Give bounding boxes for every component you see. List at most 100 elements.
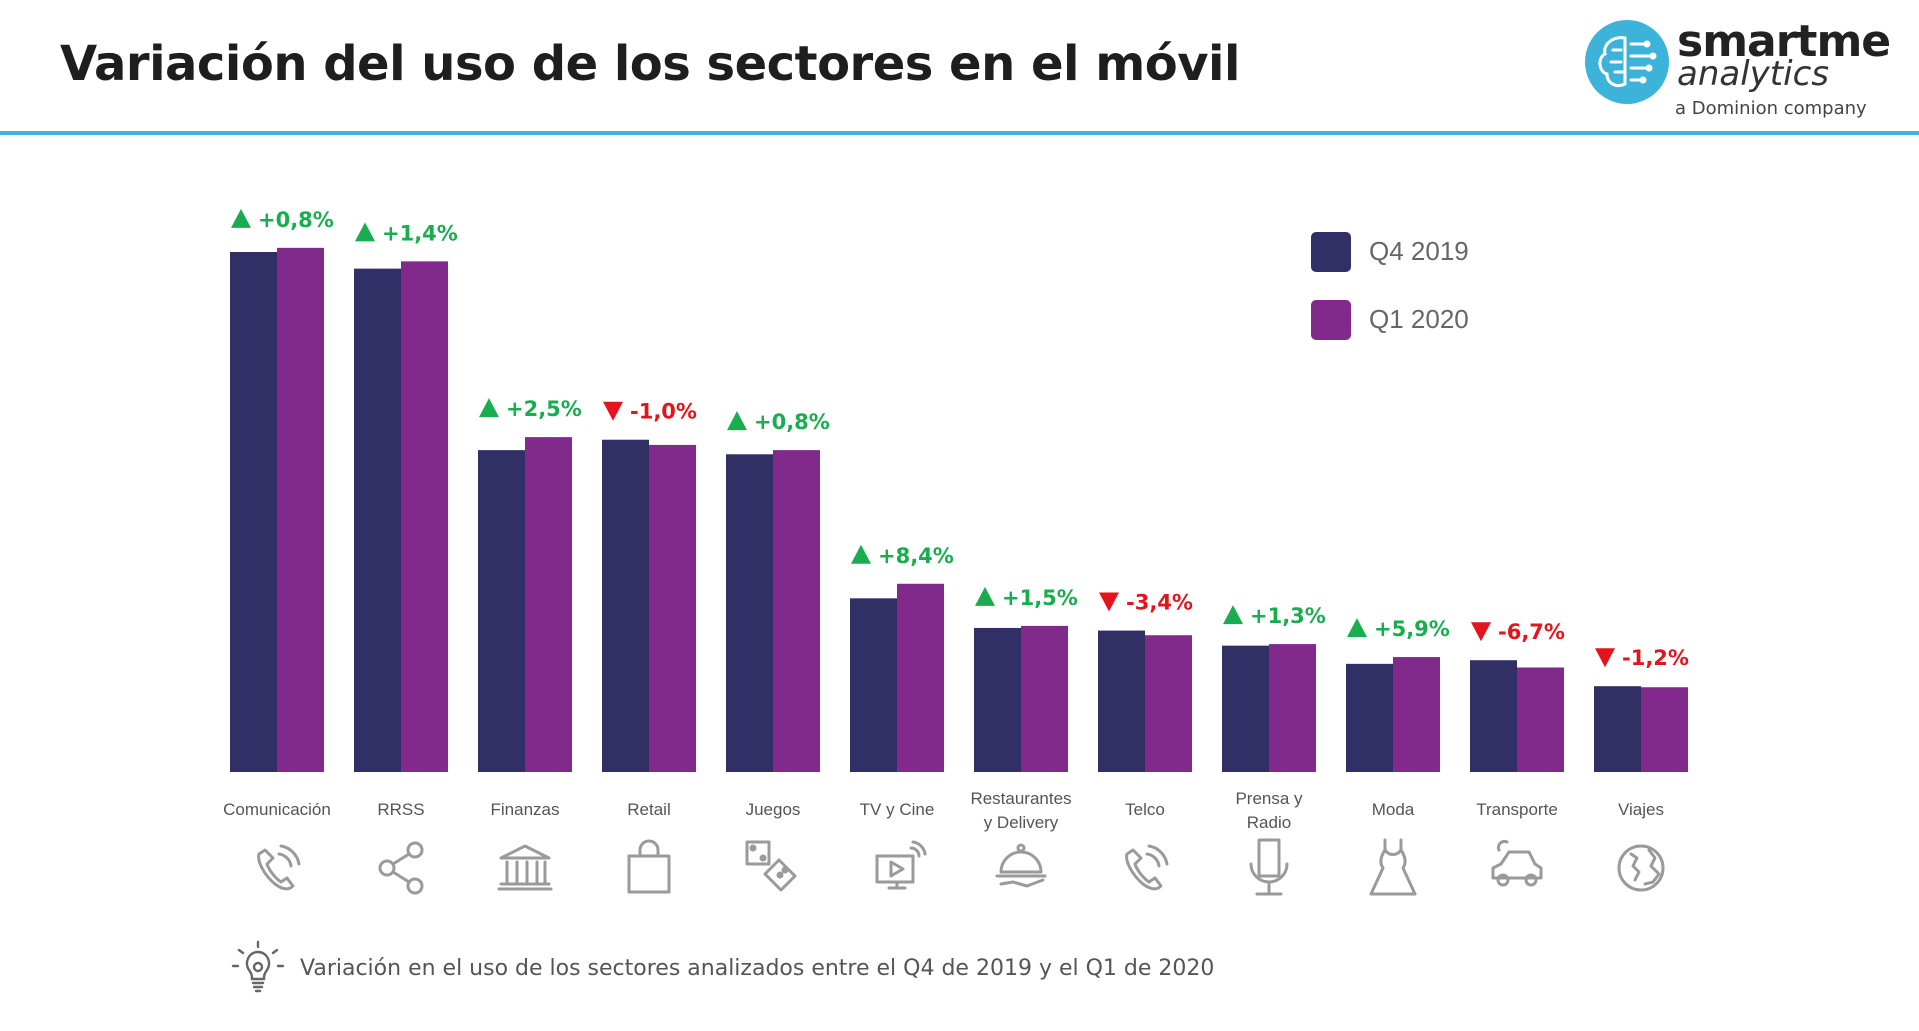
brain-circuit-icon: [1585, 20, 1669, 104]
category-label: Radio: [1247, 813, 1291, 832]
bar-q4-2019: [1470, 660, 1517, 772]
category-label: Moda: [1372, 800, 1415, 819]
bar-q4-2019: [850, 598, 897, 772]
globe-icon: [1617, 844, 1665, 892]
category-label: Telco: [1125, 800, 1165, 819]
legend-swatch: [1311, 300, 1351, 340]
arrow-up-icon: [479, 398, 499, 418]
category-label: Prensa y: [1235, 789, 1303, 808]
change-annotation: +1,4%: [355, 221, 458, 245]
arrow-up-icon: [851, 544, 871, 564]
bar-q1-2020: [401, 261, 448, 772]
change-label: +1,5%: [1002, 586, 1078, 610]
dice-icon: [745, 840, 797, 892]
legend-item: Q4 2019: [1311, 232, 1469, 272]
smartme-logo: smartme analytics a Dominion company: [1585, 16, 1891, 128]
legend-swatch: [1311, 232, 1351, 272]
change-label: +0,8%: [258, 208, 334, 232]
bank-icon: [497, 844, 553, 891]
arrow-up-icon: [975, 586, 995, 606]
bar-q4-2019: [974, 627, 1021, 772]
category-label: TV y Cine: [860, 800, 935, 819]
change-annotation: -6,7%: [1471, 620, 1565, 644]
page-title: Variación del uso de los sectores en el …: [60, 36, 1240, 92]
serving-cloche-icon: [995, 843, 1047, 888]
change-annotation: -3,4%: [1099, 591, 1193, 615]
category-label: Viajes: [1618, 800, 1664, 819]
change-label: -6,7%: [1498, 620, 1565, 644]
change-annotation: +0,8%: [727, 410, 830, 434]
category-label: Retail: [627, 800, 670, 819]
change-label: -1,0%: [630, 400, 697, 424]
phone-icon: [1125, 844, 1169, 891]
legend-label: Q1 2020: [1369, 304, 1469, 334]
category-label: Juegos: [746, 800, 801, 819]
bar-q4-2019: [726, 454, 773, 772]
change-label: -1,2%: [1622, 646, 1689, 670]
phone-icon: [257, 844, 301, 891]
bar-q4-2019: [1222, 645, 1269, 772]
bar-q1-2020: [1393, 657, 1440, 772]
car-icon: [1491, 839, 1543, 887]
bar-q1-2020: [1517, 667, 1564, 772]
change-label: +0,8%: [754, 410, 830, 434]
bar-q1-2020: [277, 247, 324, 773]
microphone-icon: [1249, 838, 1289, 896]
bar-q1-2020: [525, 437, 572, 772]
legend-label: Q4 2019: [1369, 236, 1469, 266]
category-label: Restaurantes: [970, 789, 1071, 808]
share-icon: [378, 841, 424, 895]
header-divider: [0, 131, 1919, 135]
change-label: +1,4%: [382, 221, 458, 245]
bar-q4-2019: [1594, 686, 1641, 772]
change-annotation: +8,4%: [851, 544, 954, 568]
bar-q1-2020: [1021, 625, 1068, 772]
category-label: Transporte: [1476, 800, 1558, 819]
category-label: y Delivery: [984, 813, 1059, 832]
arrow-down-icon: [1471, 622, 1491, 642]
arrow-up-icon: [1223, 605, 1243, 625]
bar-q4-2019: [230, 252, 277, 772]
arrow-up-icon: [355, 222, 375, 242]
footnote-text: Variación en el uso de los sectores anal…: [300, 955, 1215, 981]
shopping-bag-icon: [627, 839, 671, 894]
bar-q4-2019: [478, 450, 525, 772]
legend-item: Q1 2020: [1311, 300, 1469, 340]
change-label: +5,9%: [1374, 617, 1450, 641]
bar-q1-2020: [773, 450, 820, 772]
arrow-down-icon: [1595, 648, 1615, 668]
bar-q1-2020: [897, 583, 944, 772]
bar-q1-2020: [649, 444, 696, 772]
bar-q4-2019: [602, 439, 649, 772]
change-label: +8,4%: [878, 544, 954, 568]
category-label: Comunicación: [223, 800, 331, 819]
change-annotation: +5,9%: [1347, 617, 1450, 641]
bar-q1-2020: [1641, 687, 1688, 772]
logo-subtitle: analytics: [1677, 54, 1829, 94]
change-label: +2,5%: [506, 397, 582, 421]
arrow-down-icon: [1099, 592, 1119, 612]
logo-company: a Dominion company: [1675, 98, 1867, 119]
logo-name: smartme: [1677, 16, 1891, 67]
arrow-up-icon: [1347, 618, 1367, 638]
change-annotation: -1,2%: [1595, 646, 1689, 670]
bar-q4-2019: [1098, 630, 1145, 772]
lightbulb-icon: [231, 940, 285, 993]
dress-icon: [1369, 838, 1417, 896]
arrow-down-icon: [603, 401, 623, 421]
change-annotation: -1,0%: [603, 400, 697, 424]
category-label: RRSS: [377, 800, 424, 819]
change-annotation: +0,8%: [231, 208, 334, 232]
footnote: Variación en el uso de los sectores anal…: [230, 940, 1214, 996]
change-label: -3,4%: [1126, 591, 1193, 615]
bar-q4-2019: [1346, 663, 1393, 772]
change-annotation: +1,5%: [975, 586, 1078, 610]
category-label: Finanzas: [491, 800, 560, 819]
arrow-up-icon: [727, 411, 747, 431]
change-label: +1,3%: [1250, 604, 1326, 628]
arrow-up-icon: [231, 208, 251, 228]
bar-q1-2020: [1269, 644, 1316, 772]
bar-q4-2019: [354, 268, 401, 772]
change-annotation: +2,5%: [479, 397, 582, 421]
